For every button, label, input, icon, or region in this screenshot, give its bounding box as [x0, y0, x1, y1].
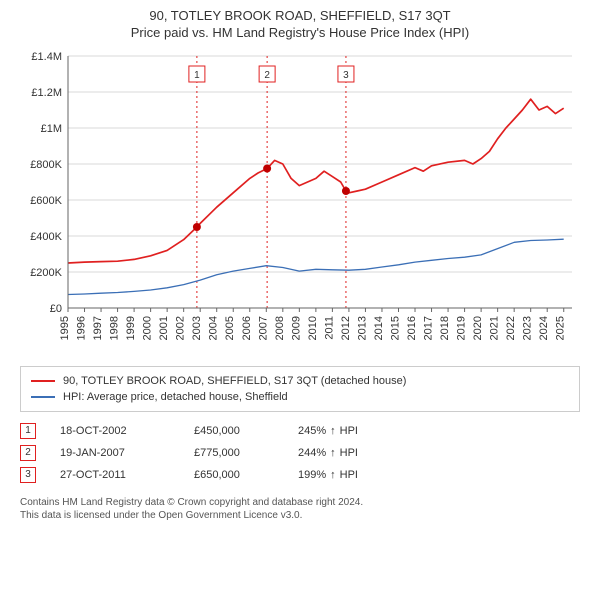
svg-text:1999: 1999	[125, 316, 137, 340]
sale-marker-hpi: 245%↑HPI	[298, 420, 358, 442]
legend-label: 90, TOTLEY BROOK ROAD, SHEFFIELD, S17 3Q…	[63, 373, 406, 389]
svg-text:2: 2	[264, 70, 270, 81]
sale-marker-number: 3	[20, 467, 36, 483]
sale-marker-date: 19-JAN-2007	[60, 442, 170, 464]
sale-marker-date: 18-OCT-2002	[60, 420, 170, 442]
legend-swatch	[31, 396, 55, 398]
svg-text:2008: 2008	[274, 316, 286, 340]
svg-text:2000: 2000	[142, 316, 154, 340]
svg-text:2020: 2020	[472, 316, 484, 340]
arrow-up-icon: ↑	[330, 464, 336, 486]
footer-line-2: This data is licensed under the Open Gov…	[20, 509, 580, 522]
svg-text:1998: 1998	[109, 316, 121, 340]
sale-marker-row: 1 18-OCT-2002 £450,000 245%↑HPI	[20, 420, 580, 442]
price-chart: £0 £200K £400K £600K £800K £1M £1.2M £1.4M 1 2 3 19…	[20, 48, 580, 358]
sale-marker-hpi-pct: 245%	[298, 420, 326, 442]
svg-text:2014: 2014	[373, 316, 385, 340]
svg-text:1: 1	[194, 70, 200, 81]
svg-text:£600K: £600K	[30, 195, 62, 207]
svg-text:2013: 2013	[356, 316, 368, 340]
svg-text:2025: 2025	[555, 316, 567, 340]
sale-marker-price: £775,000	[194, 442, 274, 464]
sale-marker-hpi-suffix: HPI	[340, 464, 358, 486]
svg-text:3: 3	[343, 70, 349, 81]
page-title: 90, TOTLEY BROOK ROAD, SHEFFIELD, S17 3Q…	[20, 8, 580, 23]
legend-label: HPI: Average price, detached house, Shef…	[63, 389, 288, 405]
svg-text:2002: 2002	[175, 316, 187, 340]
arrow-up-icon: ↑	[330, 442, 336, 464]
svg-text:£200K: £200K	[30, 267, 62, 279]
svg-text:£1.4M: £1.4M	[31, 51, 62, 63]
sale-marker-hpi-pct: 199%	[298, 464, 326, 486]
chart-svg: £0 £200K £400K £600K £800K £1M £1.2M £1.4M 1 2 3 19…	[20, 48, 580, 358]
footer-line-1: Contains HM Land Registry data © Crown c…	[20, 496, 580, 509]
svg-text:2007: 2007	[257, 316, 269, 340]
svg-text:£1M: £1M	[41, 123, 62, 135]
svg-text:2012: 2012	[340, 316, 352, 340]
svg-text:2005: 2005	[224, 316, 236, 340]
svg-text:2017: 2017	[423, 316, 435, 340]
svg-text:£400K: £400K	[30, 231, 62, 243]
svg-text:£1.2M: £1.2M	[31, 87, 62, 99]
sale-marker-number: 1	[20, 423, 36, 439]
legend-item: HPI: Average price, detached house, Shef…	[31, 389, 569, 405]
sale-marker-hpi: 199%↑HPI	[298, 464, 358, 486]
svg-text:2003: 2003	[191, 316, 203, 340]
svg-text:2016: 2016	[406, 316, 418, 340]
svg-text:2022: 2022	[505, 316, 517, 340]
page-subtitle: Price paid vs. HM Land Registry's House …	[20, 25, 580, 40]
svg-text:2009: 2009	[290, 316, 302, 340]
svg-text:2021: 2021	[489, 316, 501, 340]
svg-text:2018: 2018	[439, 316, 451, 340]
svg-text:2024: 2024	[538, 316, 550, 340]
legend-item: 90, TOTLEY BROOK ROAD, SHEFFIELD, S17 3Q…	[31, 373, 569, 389]
svg-text:1996: 1996	[76, 316, 88, 340]
sale-marker-number: 2	[20, 445, 36, 461]
sale-marker-price: £650,000	[194, 464, 274, 486]
svg-text:2019: 2019	[456, 316, 468, 340]
svg-text:£800K: £800K	[30, 159, 62, 171]
sale-marker-row: 3 27-OCT-2011 £650,000 199%↑HPI	[20, 464, 580, 486]
svg-text:2001: 2001	[158, 316, 170, 340]
svg-text:2023: 2023	[522, 316, 534, 340]
legend-swatch	[31, 380, 55, 382]
sale-marker-row: 2 19-JAN-2007 £775,000 244%↑HPI	[20, 442, 580, 464]
svg-text:2011: 2011	[323, 316, 335, 340]
svg-text:£0: £0	[50, 303, 62, 315]
svg-text:2006: 2006	[241, 316, 253, 340]
sale-markers-table: 118-OCT-2002£450,000245%↑HPI219-JAN-2007…	[20, 420, 580, 486]
legend: 90, TOTLEY BROOK ROAD, SHEFFIELD, S17 3Q…	[20, 366, 580, 412]
sale-marker-hpi: 244%↑HPI	[298, 442, 358, 464]
svg-text:2015: 2015	[389, 316, 401, 340]
footer-attribution: Contains HM Land Registry data © Crown c…	[20, 496, 580, 522]
svg-text:1995: 1995	[59, 316, 71, 340]
sale-marker-hpi-suffix: HPI	[340, 442, 358, 464]
sale-marker-hpi-pct: 244%	[298, 442, 326, 464]
sale-marker-price: £450,000	[194, 420, 274, 442]
sale-marker-hpi-suffix: HPI	[340, 420, 358, 442]
svg-text:2004: 2004	[208, 316, 220, 340]
arrow-up-icon: ↑	[330, 420, 336, 442]
sale-marker-date: 27-OCT-2011	[60, 464, 170, 486]
svg-text:2010: 2010	[307, 316, 319, 340]
svg-text:1997: 1997	[92, 316, 104, 340]
